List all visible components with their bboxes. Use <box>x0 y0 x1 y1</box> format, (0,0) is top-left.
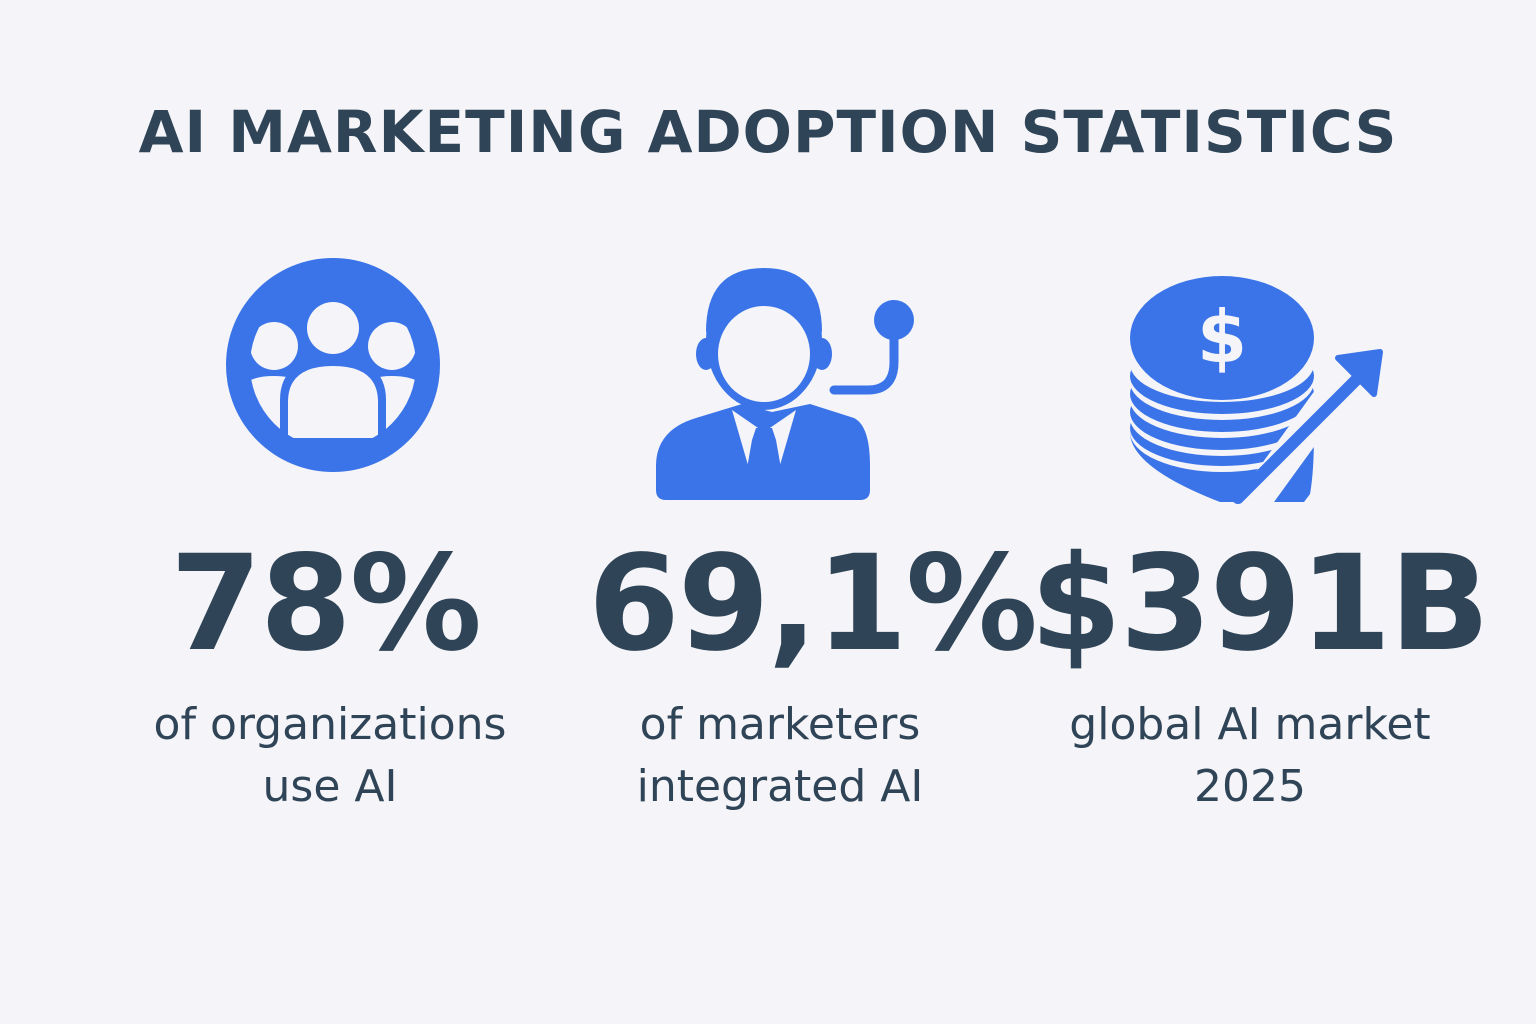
stat-label-line: of marketers <box>639 699 921 750</box>
stat-label-marketers: of marketers integrated AI <box>570 694 990 818</box>
stat-label-line: of organizations <box>153 699 507 750</box>
stat-label-line: integrated AI <box>636 761 924 812</box>
svg-text:$: $ <box>1197 295 1247 379</box>
people-group-icon <box>226 258 440 472</box>
stat-label-line: use AI <box>262 761 398 812</box>
stat-label-organizations: of organizations use AI <box>110 694 550 818</box>
stat-value-marketers: 69,1% <box>588 527 1038 681</box>
stat-value-market: $391B <box>1030 527 1490 681</box>
stat-label-line: 2025 <box>1194 761 1306 812</box>
page-title: AI MARKETING ADOPTION STATISTICS <box>138 98 1398 166</box>
stat-label-market: global AI market 2025 <box>1030 694 1470 818</box>
stat-label-line: global AI market <box>1069 699 1431 750</box>
stat-value-organizations: 78% <box>170 527 482 681</box>
coin-stack-growth-icon: $ <box>1124 262 1390 512</box>
businessman-headset-icon <box>650 262 920 502</box>
